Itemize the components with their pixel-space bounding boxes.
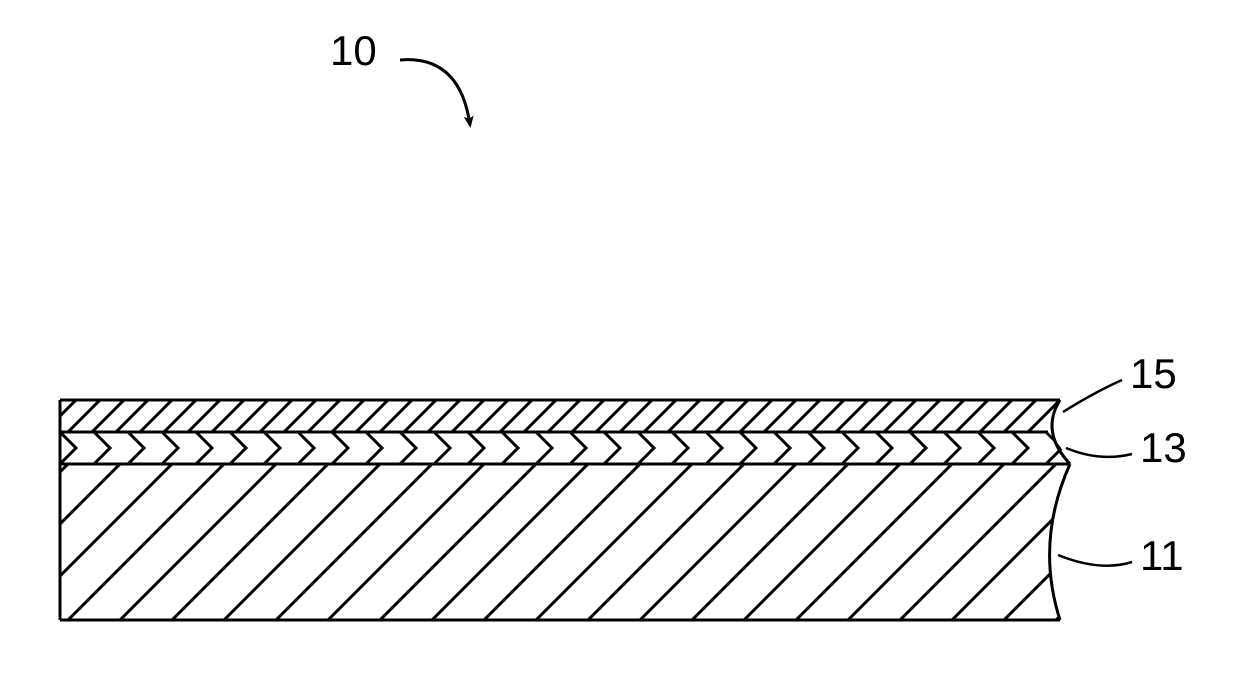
layer-outlines	[60, 400, 1070, 620]
label-layer-11: 11	[1140, 532, 1184, 579]
leader-lines	[1058, 380, 1132, 566]
layer-middle-hatch	[26, 432, 1130, 464]
label-layer-15: 15	[1130, 350, 1177, 397]
label-assembly: 10	[330, 27, 377, 74]
label-layer-13: 13	[1140, 424, 1187, 471]
layer-diagram: 10 15 13 11	[0, 0, 1239, 682]
assembly-arrow	[400, 60, 470, 125]
